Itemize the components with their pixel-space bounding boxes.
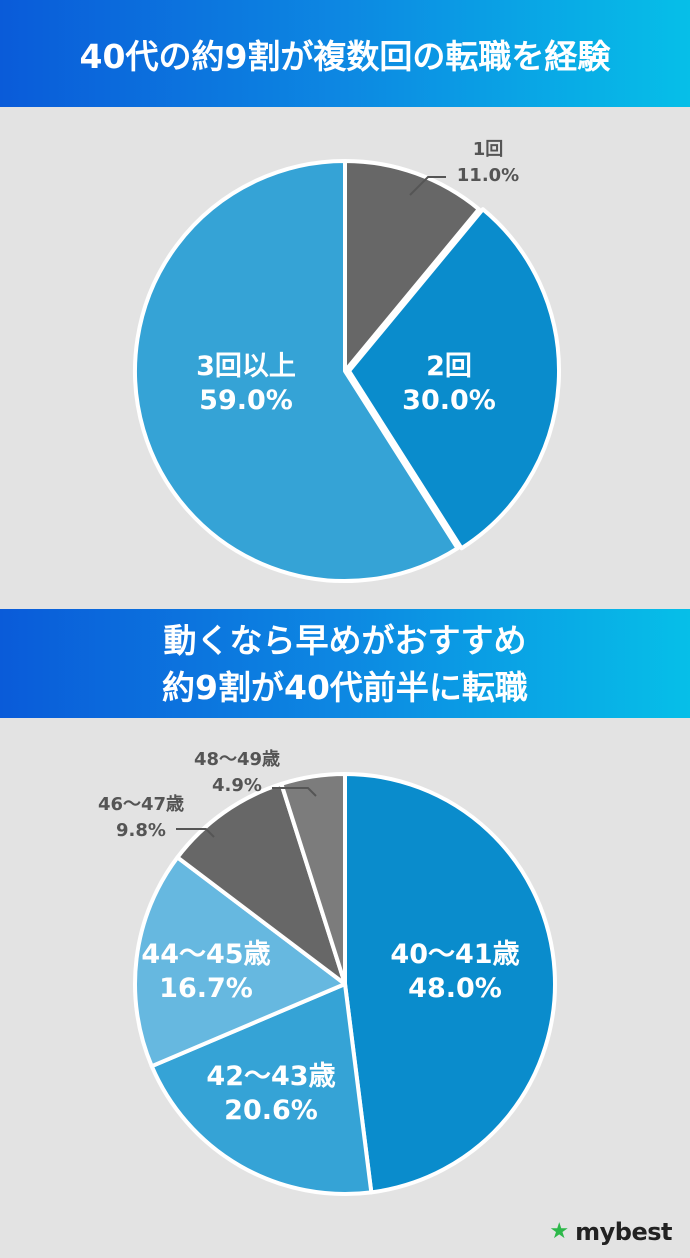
leader-line bbox=[409, 176, 446, 196]
logo-text: mybest bbox=[575, 1218, 672, 1246]
star-icon: ★ bbox=[549, 1219, 570, 1244]
slice-value-label: 11.0% bbox=[457, 165, 519, 186]
slice-label: 42〜43歳 bbox=[206, 1061, 335, 1092]
slice-value-label: 59.0% bbox=[199, 385, 293, 416]
banner-title-1-text: 40代の約9割が複数回の転職を経験 bbox=[79, 36, 611, 76]
slice-label: 48〜49歳 bbox=[194, 749, 280, 770]
slice-label: 46〜47歳 bbox=[98, 794, 184, 815]
slice-label: 3回以上 bbox=[196, 351, 296, 382]
pie-slice bbox=[149, 982, 374, 1196]
mybest-logo: ★ mybest bbox=[549, 1218, 672, 1246]
slice-label: 40〜41歳 bbox=[390, 939, 519, 970]
slice-value-label: 30.0% bbox=[402, 385, 496, 416]
banner-title-2: 動くなら早めがおすすめ 約9割が40代前半に転職 bbox=[0, 609, 690, 718]
pie-slice bbox=[133, 855, 347, 1069]
pie-slice bbox=[279, 772, 347, 986]
banner-title-1: 40代の約9割が複数回の転職を経験 bbox=[0, 0, 690, 107]
slice-label: 2回 bbox=[426, 351, 472, 382]
slice-label: 44〜45歳 bbox=[141, 939, 270, 970]
pie-slice bbox=[343, 159, 481, 373]
leader-line bbox=[176, 828, 215, 838]
leader-line bbox=[272, 787, 317, 797]
pie-slice bbox=[347, 207, 561, 551]
slice-value-label: 20.6% bbox=[224, 1095, 318, 1126]
pie-slice bbox=[343, 772, 557, 1195]
slice-label: 1回 bbox=[473, 139, 504, 160]
pie-slice bbox=[175, 781, 347, 986]
slice-value-label: 16.7% bbox=[159, 973, 253, 1004]
banner-title-2-line1: 動くなら早めがおすすめ bbox=[163, 620, 527, 660]
pie-slice bbox=[133, 159, 460, 583]
slice-value-label: 48.0% bbox=[408, 973, 502, 1004]
banner-title-2-line2: 約9割が40代前半に転職 bbox=[162, 667, 528, 707]
slice-value-label: 4.9% bbox=[212, 775, 262, 796]
slice-value-label: 9.8% bbox=[116, 820, 166, 841]
